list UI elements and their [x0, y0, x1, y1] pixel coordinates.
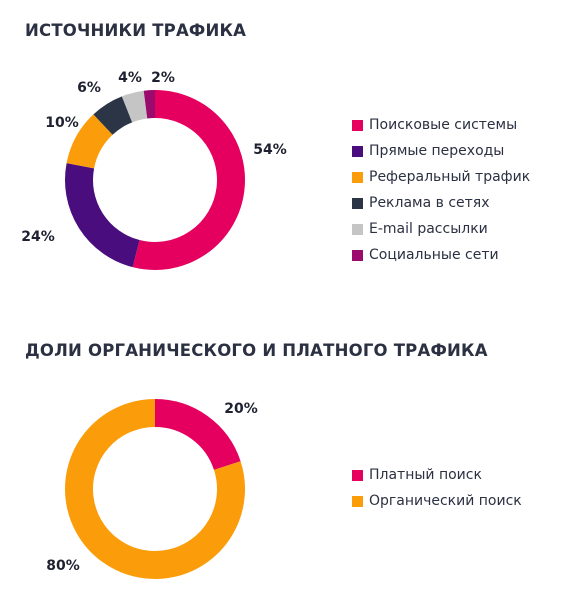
chart-title-traffic-sources: ИСТОЧНИКИ ТРАФИКА — [25, 21, 247, 40]
legend-label: E-mail рассылки — [369, 221, 488, 237]
chart-title-organic-paid: ДОЛИ ОРГАНИЧЕСКОГО И ПЛАТНОГО ТРАФИКА — [25, 341, 488, 360]
donut-segment-6 — [143, 90, 156, 119]
legend-item: E-mail рассылки — [352, 216, 530, 242]
legend-label: Реклама в сетях — [369, 195, 490, 211]
legend-item: Прямые переходы — [352, 138, 530, 164]
legend-label: Платный поиск — [369, 467, 482, 483]
donut-segment-1 — [132, 90, 245, 270]
legend-swatch — [352, 171, 363, 183]
legend-swatch — [352, 145, 363, 157]
legend-item: Поисковые системы — [352, 112, 530, 138]
legend-swatch — [352, 223, 363, 235]
data-label-6: 2% — [151, 70, 175, 86]
donut-segment-2 — [65, 163, 141, 268]
legend-swatch — [352, 495, 363, 507]
legend-label: Поисковые системы — [369, 117, 518, 133]
legend-swatch — [352, 249, 363, 261]
donut-segment-3 — [66, 114, 113, 169]
legend-organic-paid: Платный поиск Органический поиск — [352, 462, 522, 514]
legend-swatch — [352, 469, 363, 481]
legend-traffic-sources: Поисковые системы Прямые переходы Рефераль… — [352, 112, 530, 268]
donut-segment-1 — [154, 399, 241, 471]
donut-segment-5 — [121, 90, 148, 123]
legend-item: Органический поиск — [352, 488, 522, 514]
legend-item: Платный поиск — [352, 462, 522, 488]
donut-segment-4 — [93, 96, 133, 136]
data-label-5: 4% — [118, 70, 142, 86]
legend-label: Реферальный трафик — [369, 169, 531, 185]
legend-swatch — [352, 197, 363, 209]
legend-label: Органический поиск — [369, 493, 522, 509]
data-label-2: 80% — [46, 558, 80, 574]
data-label-1: 54% — [253, 142, 287, 158]
legend-item: Реклама в сетях — [352, 190, 530, 216]
data-label-2: 24% — [21, 229, 55, 245]
legend-label: Социальные сети — [369, 247, 499, 263]
legend-item: Реферальный трафик — [352, 164, 530, 190]
legend-item: Социальные сети — [352, 242, 530, 268]
legend-swatch — [352, 119, 363, 131]
data-label-1: 20% — [224, 401, 258, 417]
data-label-3: 10% — [45, 115, 79, 131]
donut-segment-2 — [65, 399, 245, 579]
legend-label: Прямые переходы — [369, 143, 505, 159]
data-label-4: 6% — [77, 80, 101, 96]
